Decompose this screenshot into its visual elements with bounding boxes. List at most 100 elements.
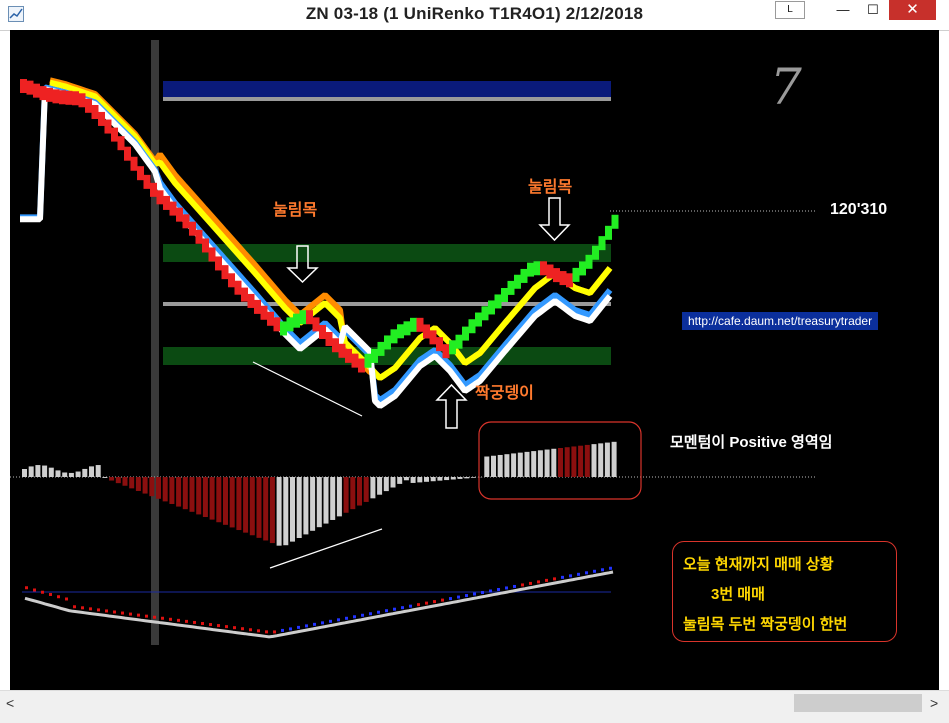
renko-brick-up: [501, 288, 508, 302]
cafe-url-link[interactable]: http://cafe.daum.net/treasurytrader: [682, 312, 878, 330]
momentum-bar: [76, 472, 81, 477]
renko-brick-up: [293, 314, 300, 328]
renko-brick-down: [215, 256, 222, 270]
oscillator-dot-red: [97, 608, 100, 611]
oscillator-dot-blue: [353, 615, 356, 618]
momentum-bar: [143, 477, 148, 494]
momentum-bar: [156, 477, 161, 499]
renko-brick-down: [59, 90, 66, 104]
oscillator-dot-red: [217, 624, 220, 627]
momentum-bar: [598, 443, 603, 477]
oscillator-gray-line: [25, 572, 613, 637]
oscillator-dot-red: [49, 593, 52, 596]
oscillator-dot-blue: [337, 618, 340, 621]
oscillator-dot-red: [233, 626, 236, 629]
renko-brick-down: [46, 88, 53, 102]
renko-brick-down: [53, 89, 60, 103]
oscillator-dot-red: [193, 621, 196, 624]
momentum-bar: [310, 477, 315, 531]
momentum-bar: [149, 477, 154, 496]
momentum-bar: [183, 477, 188, 509]
momentum-bar: [190, 477, 195, 512]
momentum-bar: [350, 477, 355, 509]
momentum-bar: [223, 477, 228, 525]
renko-brick-down: [209, 247, 216, 261]
renko-brick-up: [586, 255, 593, 269]
renko-brick-up: [384, 335, 391, 349]
oscillator-dot-blue: [457, 596, 460, 599]
renko-brick-down: [560, 271, 567, 285]
momentum-bar: [424, 477, 429, 482]
renko-bricks: [20, 79, 619, 372]
oscillator-dot-blue: [601, 568, 604, 571]
oscillator-dot-blue: [593, 570, 596, 573]
momentum-note: 모멘텀이 Positive 영역임: [670, 431, 832, 452]
momentum-bar: [176, 477, 181, 507]
momentum-bar: [498, 455, 503, 477]
momentum-bar: [136, 477, 141, 491]
oscillator-dot-red: [241, 627, 244, 630]
renko-brick-down: [92, 105, 99, 119]
oscillator-dot-blue: [393, 608, 396, 611]
oscillator-dot-red: [129, 613, 132, 616]
scroll-right-icon[interactable]: >: [930, 695, 938, 711]
layout-button[interactable]: L: [775, 1, 805, 19]
renko-brick-down: [176, 208, 183, 222]
oscillator-dot-blue: [321, 621, 324, 624]
momentum-bar: [531, 451, 536, 477]
momentum-bar: [344, 477, 349, 513]
renko-brick-down: [339, 344, 346, 358]
renko-brick-down: [436, 337, 443, 351]
renko-brick-up: [404, 321, 411, 335]
oscillator-dot-red: [81, 606, 84, 609]
momentum-bar: [578, 446, 583, 477]
renko-brick-down: [306, 310, 313, 324]
maximize-button[interactable]: ☐: [858, 0, 888, 20]
chart-area[interactable]: 7 눌림목 눌림목 짝궁뎅이 120'310 http://cafe.daum.…: [10, 30, 939, 690]
momentum-bar: [35, 465, 40, 477]
renko-brick-down: [118, 136, 125, 150]
minimize-button[interactable]: —: [828, 0, 858, 20]
momentum-bar: [364, 477, 369, 502]
renko-brick-down: [553, 268, 560, 282]
momentum-bar: [102, 477, 107, 478]
oscillator-dot-red: [425, 602, 428, 605]
renko-brick-down: [144, 175, 151, 189]
renko-brick-down: [261, 306, 268, 320]
momentum-bar: [324, 477, 329, 524]
oscillator-dot-red: [521, 583, 524, 586]
renko-brick-up: [482, 306, 489, 320]
momentum-bar: [397, 477, 402, 484]
renko-brick-down: [27, 81, 34, 95]
momentum-bar: [404, 477, 409, 480]
scroll-left-icon[interactable]: <: [6, 695, 14, 711]
close-button[interactable]: ✕: [889, 0, 936, 20]
renko-brick-down: [20, 79, 27, 93]
scroll-thumb[interactable]: [794, 694, 922, 712]
oscillator-dot-blue: [465, 594, 468, 597]
renko-brick-up: [449, 340, 456, 354]
renko-brick-down: [196, 230, 203, 244]
renko-brick-up: [514, 275, 521, 289]
renko-brick-up: [397, 324, 404, 338]
renko-brick-down: [358, 358, 365, 372]
renko-brick-down: [40, 86, 47, 100]
renko-brick-down: [66, 91, 73, 105]
renko-brick-down: [241, 288, 248, 302]
renko-brick-down: [170, 202, 177, 216]
renko-brick-up: [300, 310, 307, 324]
renko-brick-down: [326, 332, 333, 346]
oscillator-dot-blue: [297, 626, 300, 629]
momentum-bar: [357, 477, 362, 506]
pullback-label-2: 눌림목: [528, 173, 572, 197]
oscillator-dot-blue: [481, 591, 484, 594]
oscillator-dot-blue: [569, 574, 572, 577]
oscillator-dot-blue: [561, 576, 564, 579]
horizontal-scrollbar[interactable]: < >: [0, 690, 949, 723]
renko-brick-down: [248, 294, 255, 308]
renko-brick-up: [462, 327, 469, 341]
renko-brick-down: [540, 261, 547, 275]
oscillator-dot-blue: [489, 589, 492, 592]
momentum-bar: [504, 454, 509, 477]
oscillator-dot-red: [57, 595, 60, 598]
